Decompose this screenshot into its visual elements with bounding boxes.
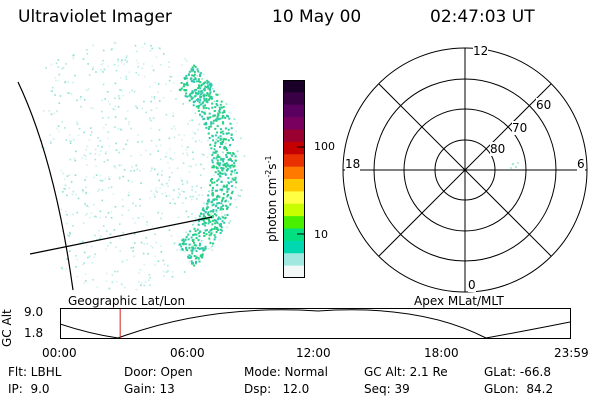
status-gc-alt: GC Alt: 2.1 Re <box>364 365 448 379</box>
altitude-ymin: 1.8 <box>24 326 44 340</box>
geographic-image <box>17 41 246 291</box>
status-dsp: Dsp: 12.0 <box>244 382 310 396</box>
mlt-label-6: 6 <box>577 157 585 171</box>
altitude-ymax: 9.0 <box>24 305 44 319</box>
colorbar <box>283 80 305 279</box>
altitude-curve <box>60 309 571 339</box>
app-title: Ultraviolet Imager <box>18 7 172 27</box>
mlt-label-18: 18 <box>345 157 361 171</box>
status-door: Door: Open <box>124 365 193 379</box>
time-tick-2359: 23:59 <box>554 346 589 360</box>
date-label: 10 May 00 <box>272 7 362 27</box>
colorbar-label: photon cm-2s-1 <box>264 155 279 242</box>
status-ip: IP: 9.0 <box>8 382 50 396</box>
colorbar-tick-100: 100 <box>314 140 335 153</box>
altitude-plot <box>60 308 571 339</box>
mlt-label-0: 0 <box>468 278 476 292</box>
apex-title: Apex MLat/MLT <box>414 294 504 308</box>
status-mode: Mode: Normal <box>244 365 328 379</box>
geographic-grid-line <box>29 216 213 255</box>
polar-plot <box>342 47 588 293</box>
altitude-ylabel: GC Alt <box>0 309 14 347</box>
time-label: 02:47:03 UT <box>430 7 535 27</box>
lat-label-60: 60 <box>536 98 552 112</box>
mlt-label-12: 12 <box>473 44 489 58</box>
colorbar-tick-10: 10 <box>314 228 328 241</box>
status-glon: GLon: 84.2 <box>484 382 554 396</box>
time-tick-1800: 18:00 <box>424 346 459 360</box>
status-gain: Gain: 13 <box>124 382 175 396</box>
limb-curve <box>17 81 74 291</box>
lat-label-70: 70 <box>512 121 528 135</box>
time-tick-1200: 12:00 <box>296 346 331 360</box>
time-tick-0600: 06:00 <box>170 346 205 360</box>
auroral-emission-speckle <box>40 41 246 291</box>
time-tick-0000: 00:00 <box>42 346 77 360</box>
status-filter: Flt: LBHL <box>8 365 62 379</box>
lat-label-80: 80 <box>490 142 506 156</box>
status-glat: GLat: -66.8 <box>484 365 551 379</box>
status-seq: Seq: 39 <box>364 382 410 396</box>
geographic-title: Geographic Lat/Lon <box>68 294 186 308</box>
